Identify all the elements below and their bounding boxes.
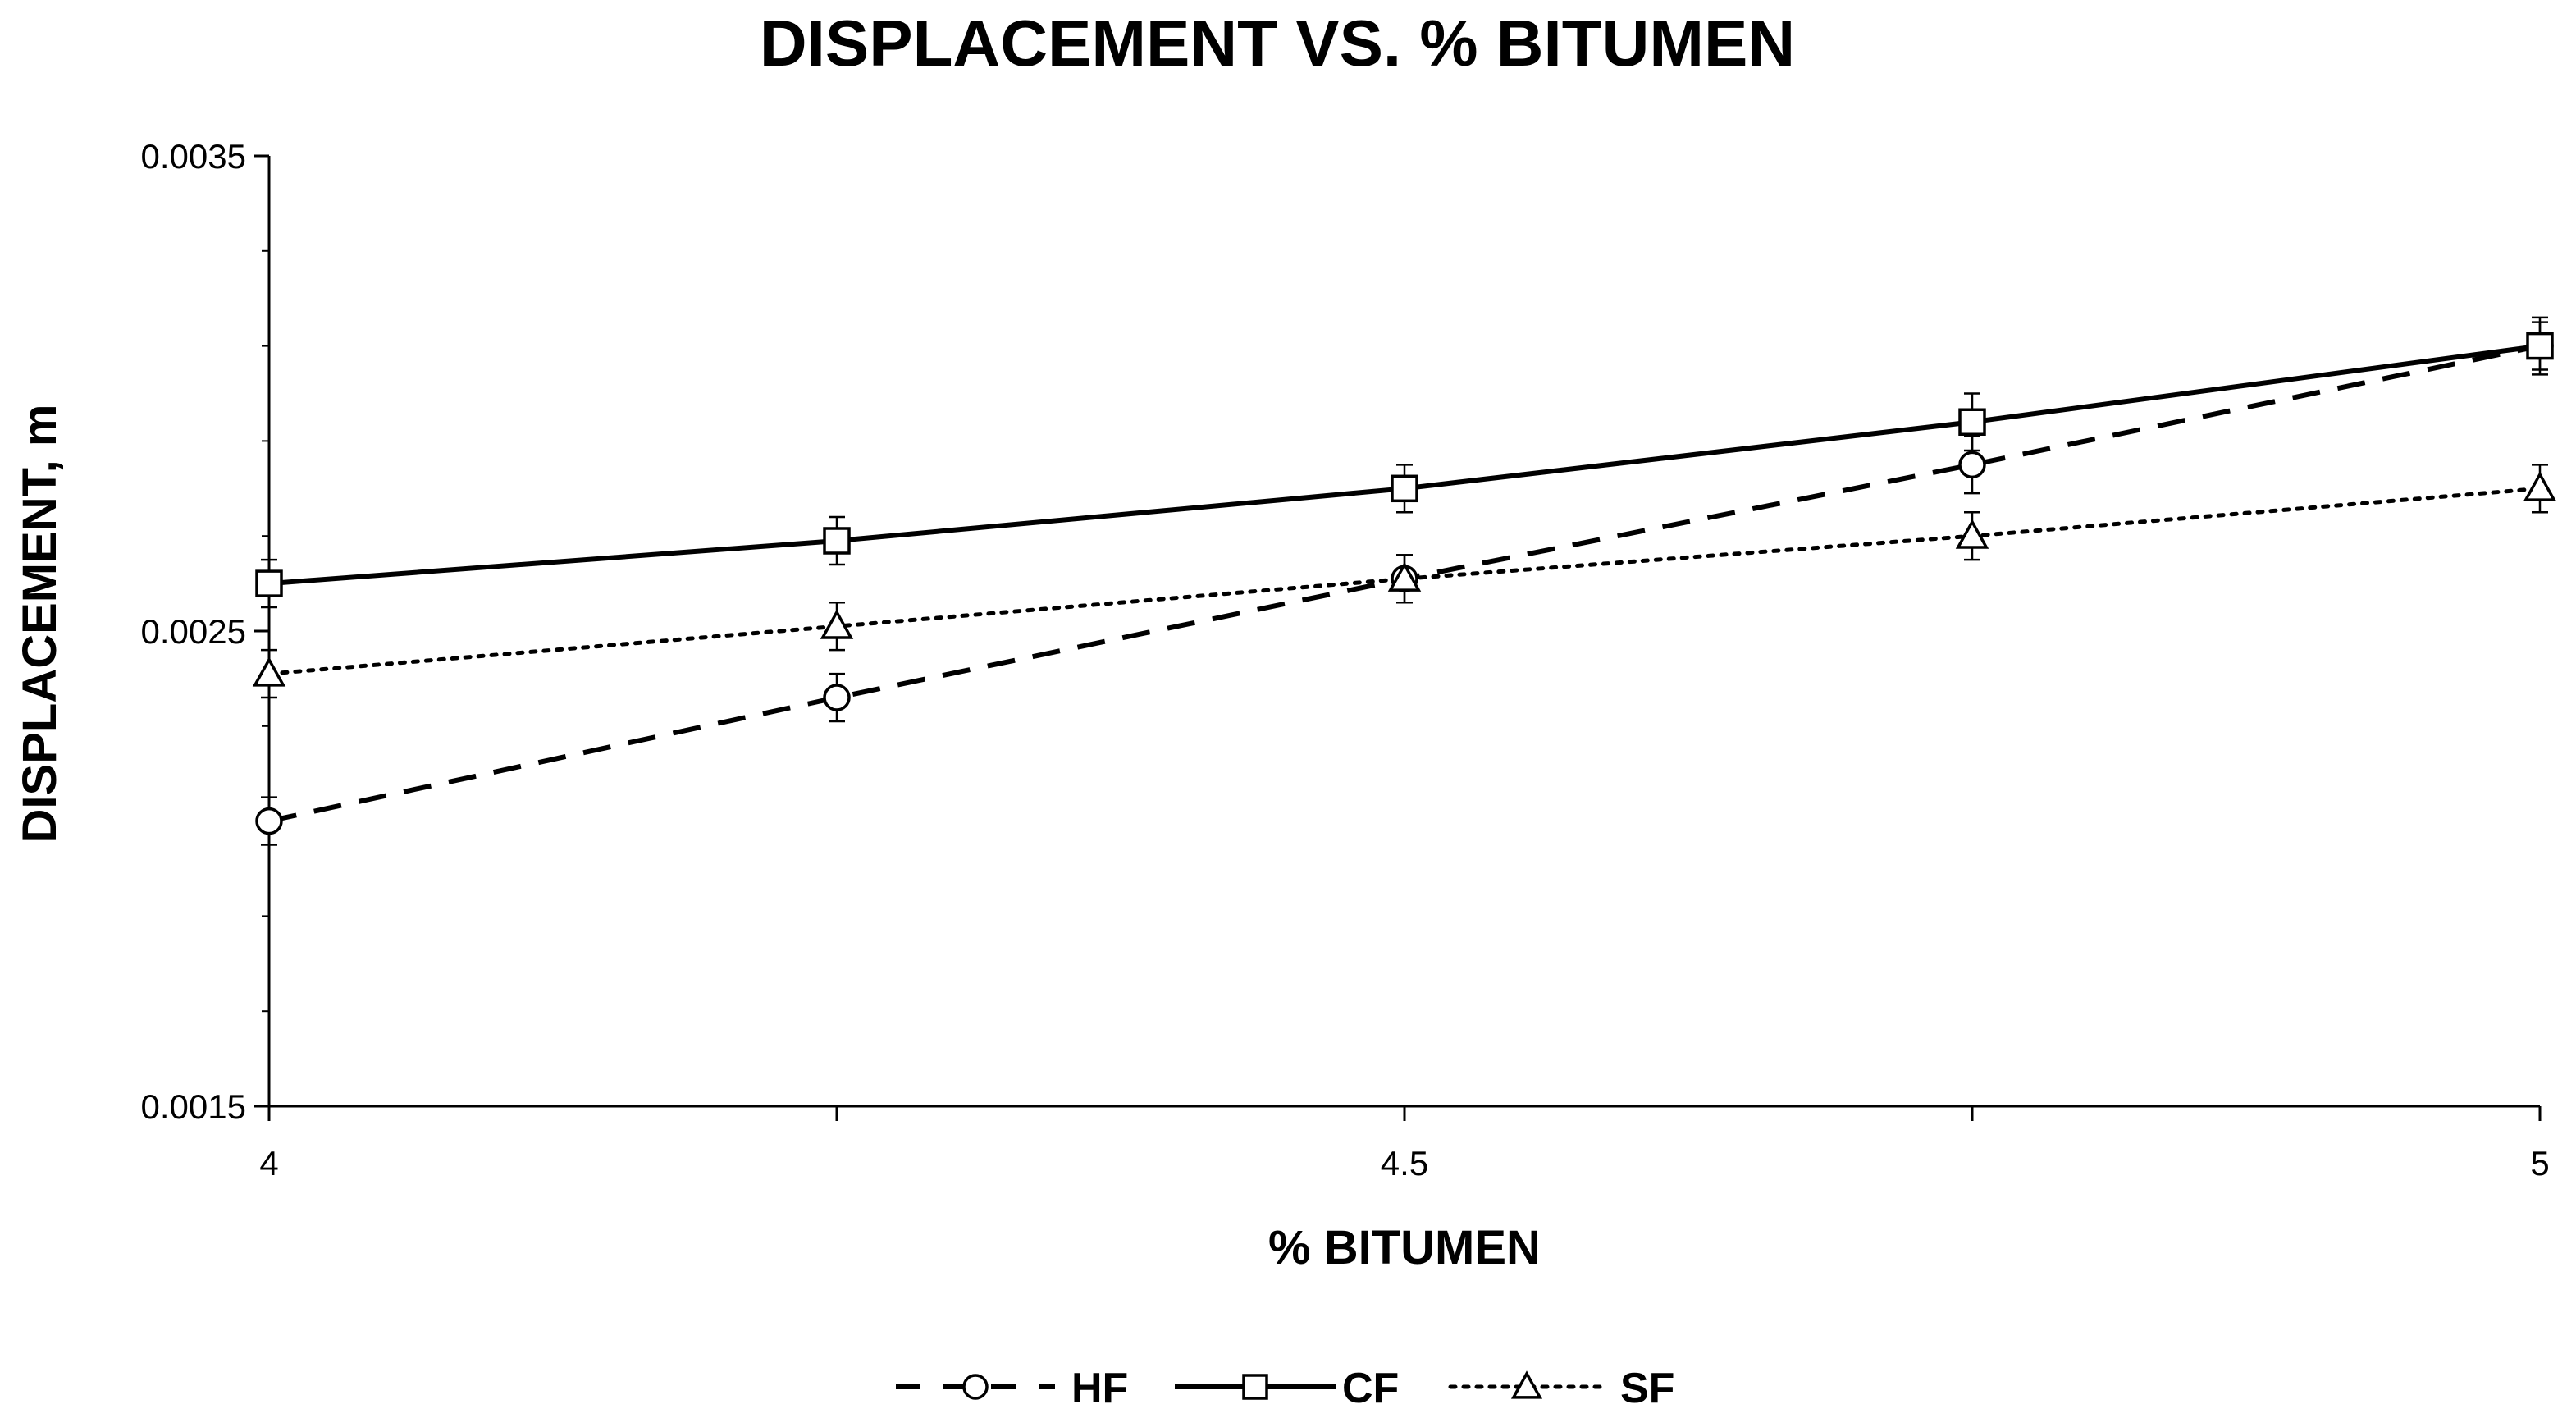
x-tick-label: 5 (2530, 1144, 2549, 1182)
cf-data-point (1958, 408, 1986, 436)
sf-data-point (1387, 561, 1422, 592)
legend-item-sf: SF (1448, 1365, 1674, 1412)
legend-label-cf: CF (1342, 1365, 1399, 1412)
sf-data-point (252, 656, 286, 687)
cf-data-point (1391, 474, 1418, 503)
y-axis-label: DISPLACEMENT, m (13, 405, 66, 844)
x-tick-label: 4 (259, 1144, 278, 1182)
legend-marker-sf (1510, 1370, 1543, 1399)
legend-marker-hf (962, 1374, 989, 1400)
legend-label-hf: HF (1071, 1365, 1128, 1412)
cf-data-point (823, 527, 851, 555)
sf-series-line (267, 486, 2542, 676)
cf-data-point (255, 569, 283, 597)
y-tick-label: 0.0025 (141, 612, 246, 651)
axes (254, 154, 2542, 1121)
legend-item-cf: CF (1175, 1365, 1399, 1412)
sf-data-point (1955, 519, 1989, 549)
sf-data-point (820, 609, 854, 639)
hf-data-point (823, 684, 851, 711)
legend-item-hf: HF (896, 1365, 1128, 1412)
x-tick-label: 4.5 (1381, 1144, 1428, 1182)
legend: HF CF SF (896, 1365, 1674, 1412)
y-tick-label: 0.0015 (141, 1087, 246, 1126)
x-axis-label: % BITUMEN (1268, 1221, 1541, 1274)
hf-data-point (255, 807, 283, 835)
chart-title: DISPLACEMENT VS. % BITUMEN (760, 7, 1795, 80)
tick-labels: 0.0015 0.0025 0.0035 4 4.5 5 (141, 137, 2550, 1182)
y-tick-label: 0.0035 (141, 137, 246, 176)
legend-label-sf: SF (1620, 1365, 1674, 1412)
sf-data-point (2523, 471, 2557, 501)
hf-data-point (1958, 451, 1986, 479)
legend-marker-cf (1242, 1374, 1268, 1400)
cf-data-point (2526, 332, 2554, 360)
markers (252, 332, 2557, 835)
